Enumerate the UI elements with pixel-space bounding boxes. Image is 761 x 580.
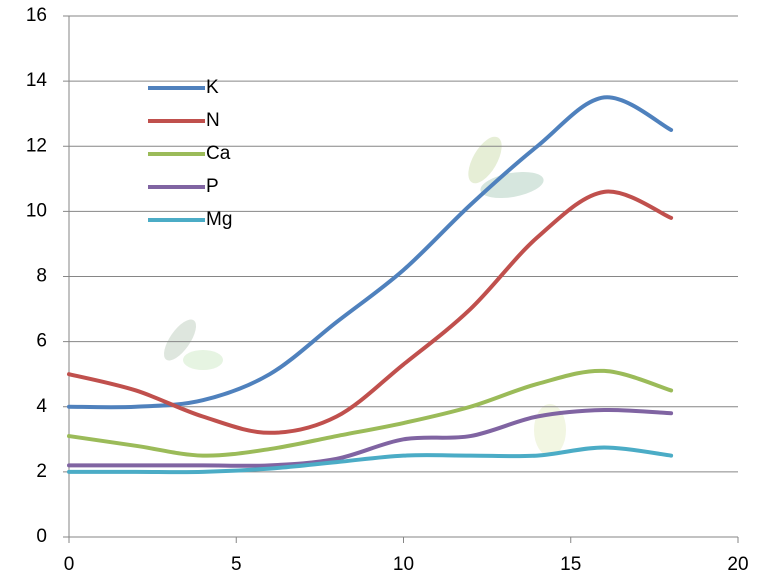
chart: 0 2 4 6 8 10 12 14 16 0 5 10 15 20 KN Ca P Mg (0, 0, 761, 580)
x-tick-label: 5 (231, 554, 242, 575)
y-tick-label: 12 (26, 135, 47, 156)
y-tick-label: 6 (36, 331, 47, 352)
y-tick-label: 8 (36, 266, 47, 287)
decoration (158, 131, 566, 456)
y-tick-label: 16 (26, 5, 47, 26)
legend-label: Mg (206, 209, 232, 230)
y-tick-label: 14 (26, 70, 48, 91)
legend-label: Ca (206, 143, 231, 164)
legend-label: K (206, 77, 219, 98)
y-tick-label: 2 (36, 461, 47, 482)
series-line (69, 192, 671, 433)
x-tick-label: 0 (64, 554, 75, 575)
x-tick-label: 20 (727, 554, 748, 575)
series-line (69, 97, 671, 407)
y-tick-label: 4 (36, 396, 47, 417)
series-line (69, 371, 671, 456)
legend-label: P (206, 176, 219, 197)
x-tick-label: 15 (560, 554, 581, 575)
x-tick-label: 10 (393, 554, 414, 575)
y-tick-label: 0 (36, 526, 47, 547)
legend-label: N (206, 110, 220, 131)
y-tick-label: 10 (26, 200, 47, 221)
